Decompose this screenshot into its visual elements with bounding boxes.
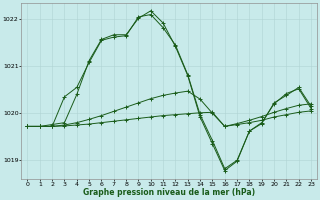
X-axis label: Graphe pression niveau de la mer (hPa): Graphe pression niveau de la mer (hPa) (83, 188, 255, 197)
